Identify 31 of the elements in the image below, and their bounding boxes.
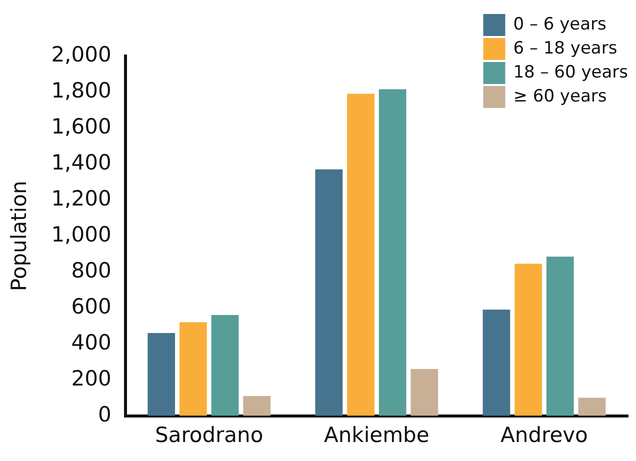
y-tick-label: 2,000 <box>51 42 112 66</box>
legend-label: 0 – 6 years <box>513 14 607 34</box>
y-axis-title: Population <box>7 180 32 292</box>
y-tick-label: 0 <box>98 402 112 426</box>
bar <box>211 315 239 416</box>
y-tick-label: 1,400 <box>51 150 112 174</box>
y-tick-label: 1,200 <box>51 186 112 210</box>
bar <box>514 264 542 416</box>
bar <box>315 169 343 416</box>
y-tick-label: 1,800 <box>51 78 112 102</box>
bar <box>179 322 207 416</box>
x-tick-label: Sarodrano <box>154 422 264 447</box>
bar <box>578 398 606 416</box>
bar <box>378 89 406 416</box>
bar <box>148 333 176 416</box>
y-tick-label: 1,000 <box>51 222 112 246</box>
legend-label: ≥ 60 years <box>513 86 607 106</box>
legend-label: 18 – 60 years <box>513 62 628 82</box>
y-tick-label: 800 <box>71 258 112 282</box>
y-tick-label: 400 <box>71 330 112 354</box>
bar <box>546 256 574 416</box>
legend-label: 6 – 18 years <box>513 38 618 58</box>
bar <box>243 396 271 416</box>
bar <box>347 94 374 416</box>
y-tick-label: 200 <box>71 366 112 390</box>
bar <box>482 310 510 416</box>
bar <box>410 369 438 416</box>
x-tick-label: Andrevo <box>500 422 588 447</box>
y-tick-label: 600 <box>71 294 112 318</box>
x-tick-label: Ankiembe <box>324 422 430 447</box>
y-tick-label: 1,600 <box>51 114 112 138</box>
